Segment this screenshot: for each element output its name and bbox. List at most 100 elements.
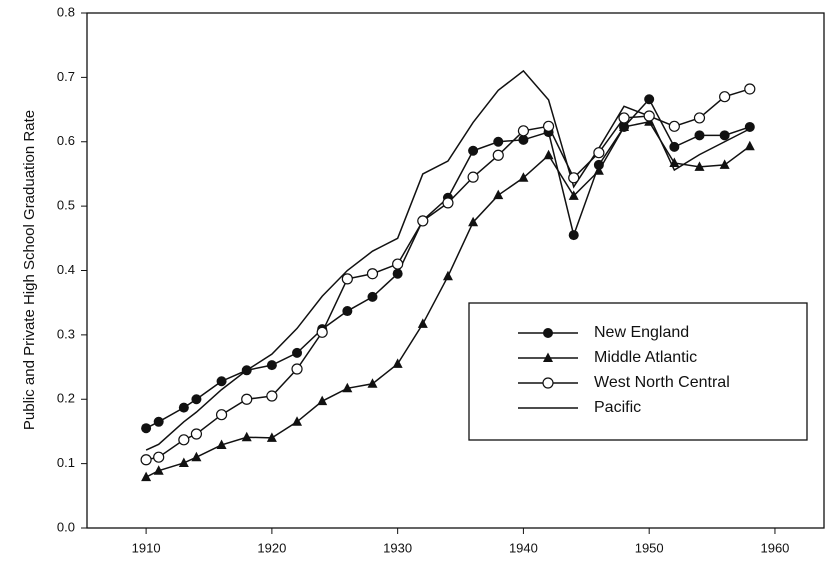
marker: [266, 390, 278, 402]
marker: [693, 112, 706, 124]
y-tick-label: 0.4: [57, 262, 75, 277]
marker: [442, 270, 453, 281]
marker: [190, 428, 203, 440]
marker: [241, 365, 252, 376]
marker: [141, 471, 152, 482]
series-line: [145, 120, 751, 478]
marker: [153, 416, 164, 427]
x-tick-label: 1930: [383, 540, 412, 555]
marker: [744, 140, 755, 151]
y-tick-label: 0.3: [57, 326, 75, 341]
marker: [191, 451, 202, 462]
marker: [292, 416, 303, 426]
marker: [216, 439, 227, 449]
marker: [215, 409, 228, 421]
marker: [694, 130, 705, 141]
marker: [216, 376, 227, 387]
marker: [492, 149, 504, 161]
marker: [518, 172, 529, 182]
legend: New England Middle Atlantic West North Cen…: [468, 302, 808, 441]
marker: [468, 216, 479, 227]
marker: [593, 159, 604, 170]
marker: [669, 157, 680, 167]
marker: [493, 136, 504, 147]
marker: [619, 121, 630, 131]
marker: [493, 189, 504, 200]
marker: [517, 125, 530, 137]
marker: [719, 91, 731, 103]
x-tick-label: 1910: [132, 540, 161, 555]
marker: [342, 382, 353, 393]
marker: [141, 423, 152, 434]
marker: [241, 393, 253, 405]
x-tick-label: 1920: [257, 540, 286, 555]
marker: [392, 258, 404, 270]
marker: [366, 268, 379, 280]
marker: [668, 120, 680, 132]
marker: [292, 347, 303, 358]
y-tick-label: 0.2: [57, 391, 75, 406]
marker: [568, 190, 579, 200]
marker: [719, 130, 730, 141]
marker: [178, 457, 189, 467]
y-axis-label: Public and Private High School Graduatio…: [21, 110, 38, 430]
x-tick-label: 1960: [760, 540, 789, 555]
marker: [644, 94, 655, 105]
y-tick-label: 0.8: [57, 4, 75, 19]
marker: [542, 120, 555, 132]
marker: [266, 360, 277, 371]
y-tick-label: 0.5: [57, 198, 75, 213]
y-tick-label: 0.0: [57, 519, 75, 534]
marker: [442, 197, 454, 209]
marker: [291, 363, 303, 375]
marker: [392, 268, 403, 279]
legend-label: New England: [594, 324, 689, 341]
marker: [744, 83, 756, 95]
marker: [568, 172, 580, 184]
x-tick-label: 1940: [509, 540, 538, 555]
y-tick-label: 0.7: [57, 69, 75, 84]
marker: [467, 171, 479, 183]
marker: [669, 141, 680, 152]
marker: [719, 159, 730, 169]
y-tick-label: 0.6: [57, 133, 75, 148]
legend-label: Middle Atlantic: [594, 349, 697, 366]
marker: [694, 161, 705, 171]
marker: [316, 326, 328, 338]
marker: [266, 432, 277, 442]
marker: [342, 306, 353, 317]
marker: [643, 110, 655, 122]
x-tick-label: 1950: [635, 540, 664, 555]
marker: [468, 145, 479, 156]
legend-label: Pacific: [594, 399, 641, 416]
marker: [178, 402, 189, 413]
marker: [317, 395, 328, 406]
marker: [618, 112, 630, 124]
marker: [191, 394, 202, 405]
marker: [593, 147, 605, 159]
marker: [367, 291, 378, 302]
marker: [543, 149, 554, 160]
marker: [392, 358, 403, 368]
plot-frame: [86, 12, 825, 529]
marker: [593, 165, 604, 175]
marker: [518, 134, 529, 145]
marker: [568, 230, 579, 241]
legend-label: West North Central: [594, 374, 730, 391]
marker: [241, 431, 252, 442]
marker: [341, 273, 353, 285]
marker: [153, 465, 164, 475]
y-tick-label: 0.1: [57, 455, 75, 470]
marker: [744, 121, 755, 132]
legend-box: [468, 302, 808, 441]
marker: [417, 318, 428, 328]
marker: [543, 352, 553, 362]
marker: [542, 377, 554, 389]
marker: [153, 451, 165, 463]
marker: [367, 378, 378, 388]
marker: [417, 215, 429, 227]
marker: [543, 328, 553, 338]
marker: [178, 434, 190, 446]
marker: [140, 454, 152, 466]
